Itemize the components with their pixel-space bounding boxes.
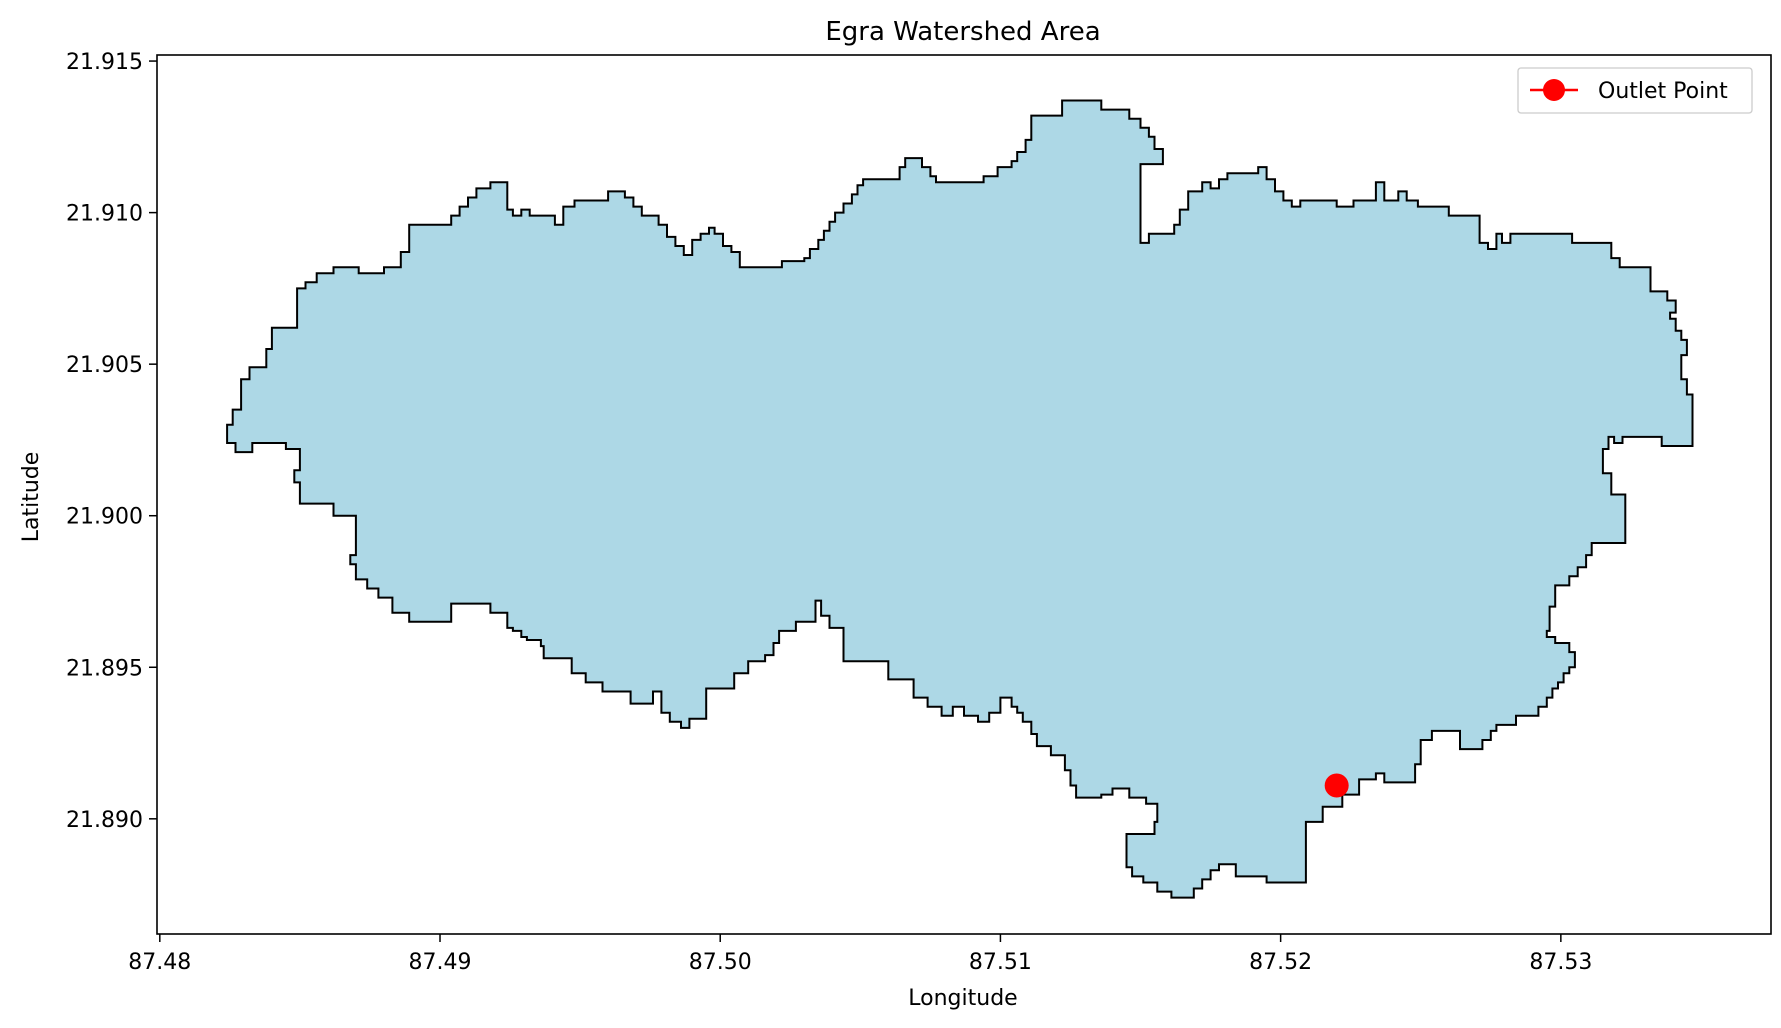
- x-tick-label: 87.48: [128, 950, 191, 975]
- x-tick-label: 87.50: [689, 950, 752, 975]
- plot-area: [156, 54, 1772, 935]
- outlet-point-marker: [1324, 773, 1349, 798]
- y-tick-label: 21.910: [66, 202, 143, 227]
- watershed-polygon: [226, 99, 1694, 899]
- y-tick-label: 21.900: [66, 505, 143, 530]
- legend-label: Outlet Point: [1598, 79, 1728, 104]
- y-tick-label: 21.905: [66, 353, 143, 378]
- y-tick-label: 21.895: [66, 656, 143, 681]
- x-tick-label: 87.49: [409, 950, 472, 975]
- y-tick-label: 21.890: [66, 808, 143, 833]
- x-axis-label: Longitude: [908, 986, 1017, 1011]
- legend: Outlet Point: [1517, 67, 1753, 114]
- chart-title: Egra Watershed Area: [825, 17, 1100, 47]
- x-tick-label: 87.52: [1249, 950, 1312, 975]
- axes-frame: [156, 54, 1772, 935]
- legend-frame: [1517, 67, 1753, 114]
- y-tick-label: 21.915: [66, 50, 143, 75]
- y-axis-ticks: 21.890 21.895 21.900 21.905 21.910 21.915: [66, 50, 157, 833]
- x-tick-label: 87.53: [1529, 950, 1592, 975]
- x-axis-ticks: 87.48 87.49 87.50 87.51 87.52 87.53: [128, 934, 1592, 975]
- y-axis-label: Latitude: [19, 452, 44, 543]
- legend-marker-swatch: [1543, 79, 1565, 101]
- x-tick-label: 87.51: [969, 950, 1032, 975]
